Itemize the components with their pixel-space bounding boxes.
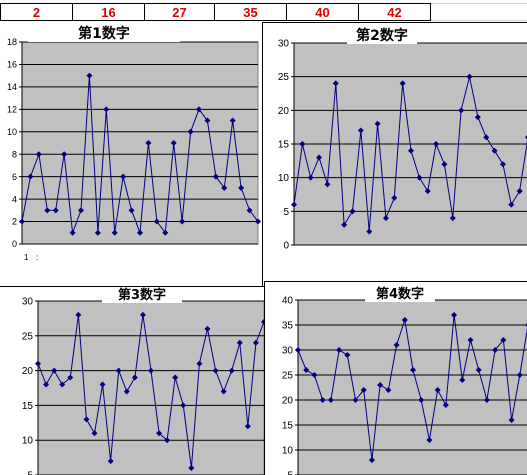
chart-2-svg: 0 5 10 15 20 25 30 第2数字 (263, 23, 527, 285)
number-cell-4: 35 (215, 3, 287, 21)
chart-title: 第3数字 (118, 287, 166, 303)
plot-area (298, 300, 527, 475)
y-tick-label: 15 (22, 401, 34, 412)
number-cell-2: 16 (73, 3, 145, 21)
chart-panel-1[interactable]: 0 2 4 6 8 10 12 14 16 18 1: 第1数字 (0, 24, 263, 289)
chart-4-svg: 5 10 15 20 25 30 35 40 第4数字 (265, 282, 527, 475)
x-tick-label: 1 (24, 253, 29, 262)
x-tick-label: : (36, 253, 38, 262)
y-tick-label: 5 (287, 471, 293, 475)
y-tick-label: 2 (12, 217, 17, 227)
y-tick-label: 25 (22, 331, 34, 342)
y-tick-label: 6 (12, 172, 17, 182)
number-row: 2 16 27 35 40 42 (0, 0, 527, 22)
y-tick-label: 0 (12, 239, 17, 249)
chart-title: 第2数字 (356, 27, 408, 44)
y-tick-label: 35 (282, 321, 294, 332)
chart-title: 第1数字 (78, 25, 130, 42)
plot-area (22, 42, 258, 244)
y-tick-label: 15 (282, 421, 294, 432)
chart-panel-3[interactable]: 5 10 15 20 25 30 第3数字 (0, 286, 265, 475)
y-tick-label: 20 (22, 366, 34, 377)
y-tick-label: 5 (283, 207, 289, 218)
chart-3-svg: 5 10 15 20 25 30 第3数字 (0, 287, 264, 475)
y-tick-label: 10 (282, 446, 294, 457)
y-tick-label: 20 (278, 106, 290, 117)
y-tick-label: 10 (7, 127, 17, 137)
chart-title: 第4数字 (376, 286, 424, 302)
chart-panel-4[interactable]: 5 10 15 20 25 30 35 40 第4数字 (264, 281, 527, 475)
y-tick-label: 30 (22, 297, 34, 308)
y-tick-label: 40 (282, 296, 294, 307)
y-tick-label: 15 (278, 140, 290, 151)
y-tick-label: 25 (282, 371, 294, 382)
chart-1-svg: 0 2 4 6 8 10 12 14 16 18 1: 第1数字 (0, 24, 262, 288)
y-tick-label: 10 (278, 173, 290, 184)
chart-panel-2[interactable]: 0 5 10 15 20 25 30 第2数字 (262, 22, 527, 285)
y-tick-label: 5 (27, 471, 33, 475)
y-tick-label: 20 (282, 396, 294, 407)
y-tick-label: 0 (283, 241, 289, 252)
y-tick-label: 4 (12, 194, 17, 204)
number-cell-3: 27 (145, 3, 215, 21)
plot-area (38, 301, 264, 475)
number-cell-6: 42 (359, 3, 431, 21)
y-tick-label: 10 (22, 436, 34, 447)
y-tick-label: 25 (278, 72, 290, 83)
y-tick-label: 8 (12, 149, 17, 159)
y-tick-label: 16 (7, 60, 17, 70)
y-tick-label: 18 (7, 37, 17, 47)
y-tick-label: 14 (7, 82, 17, 92)
number-cell-1: 2 (0, 3, 73, 21)
y-tick-label: 12 (7, 104, 17, 114)
y-tick-label: 30 (278, 39, 290, 50)
y-tick-label: 30 (282, 346, 294, 357)
empty-cells (431, 3, 527, 21)
number-cell-5: 40 (287, 3, 359, 21)
